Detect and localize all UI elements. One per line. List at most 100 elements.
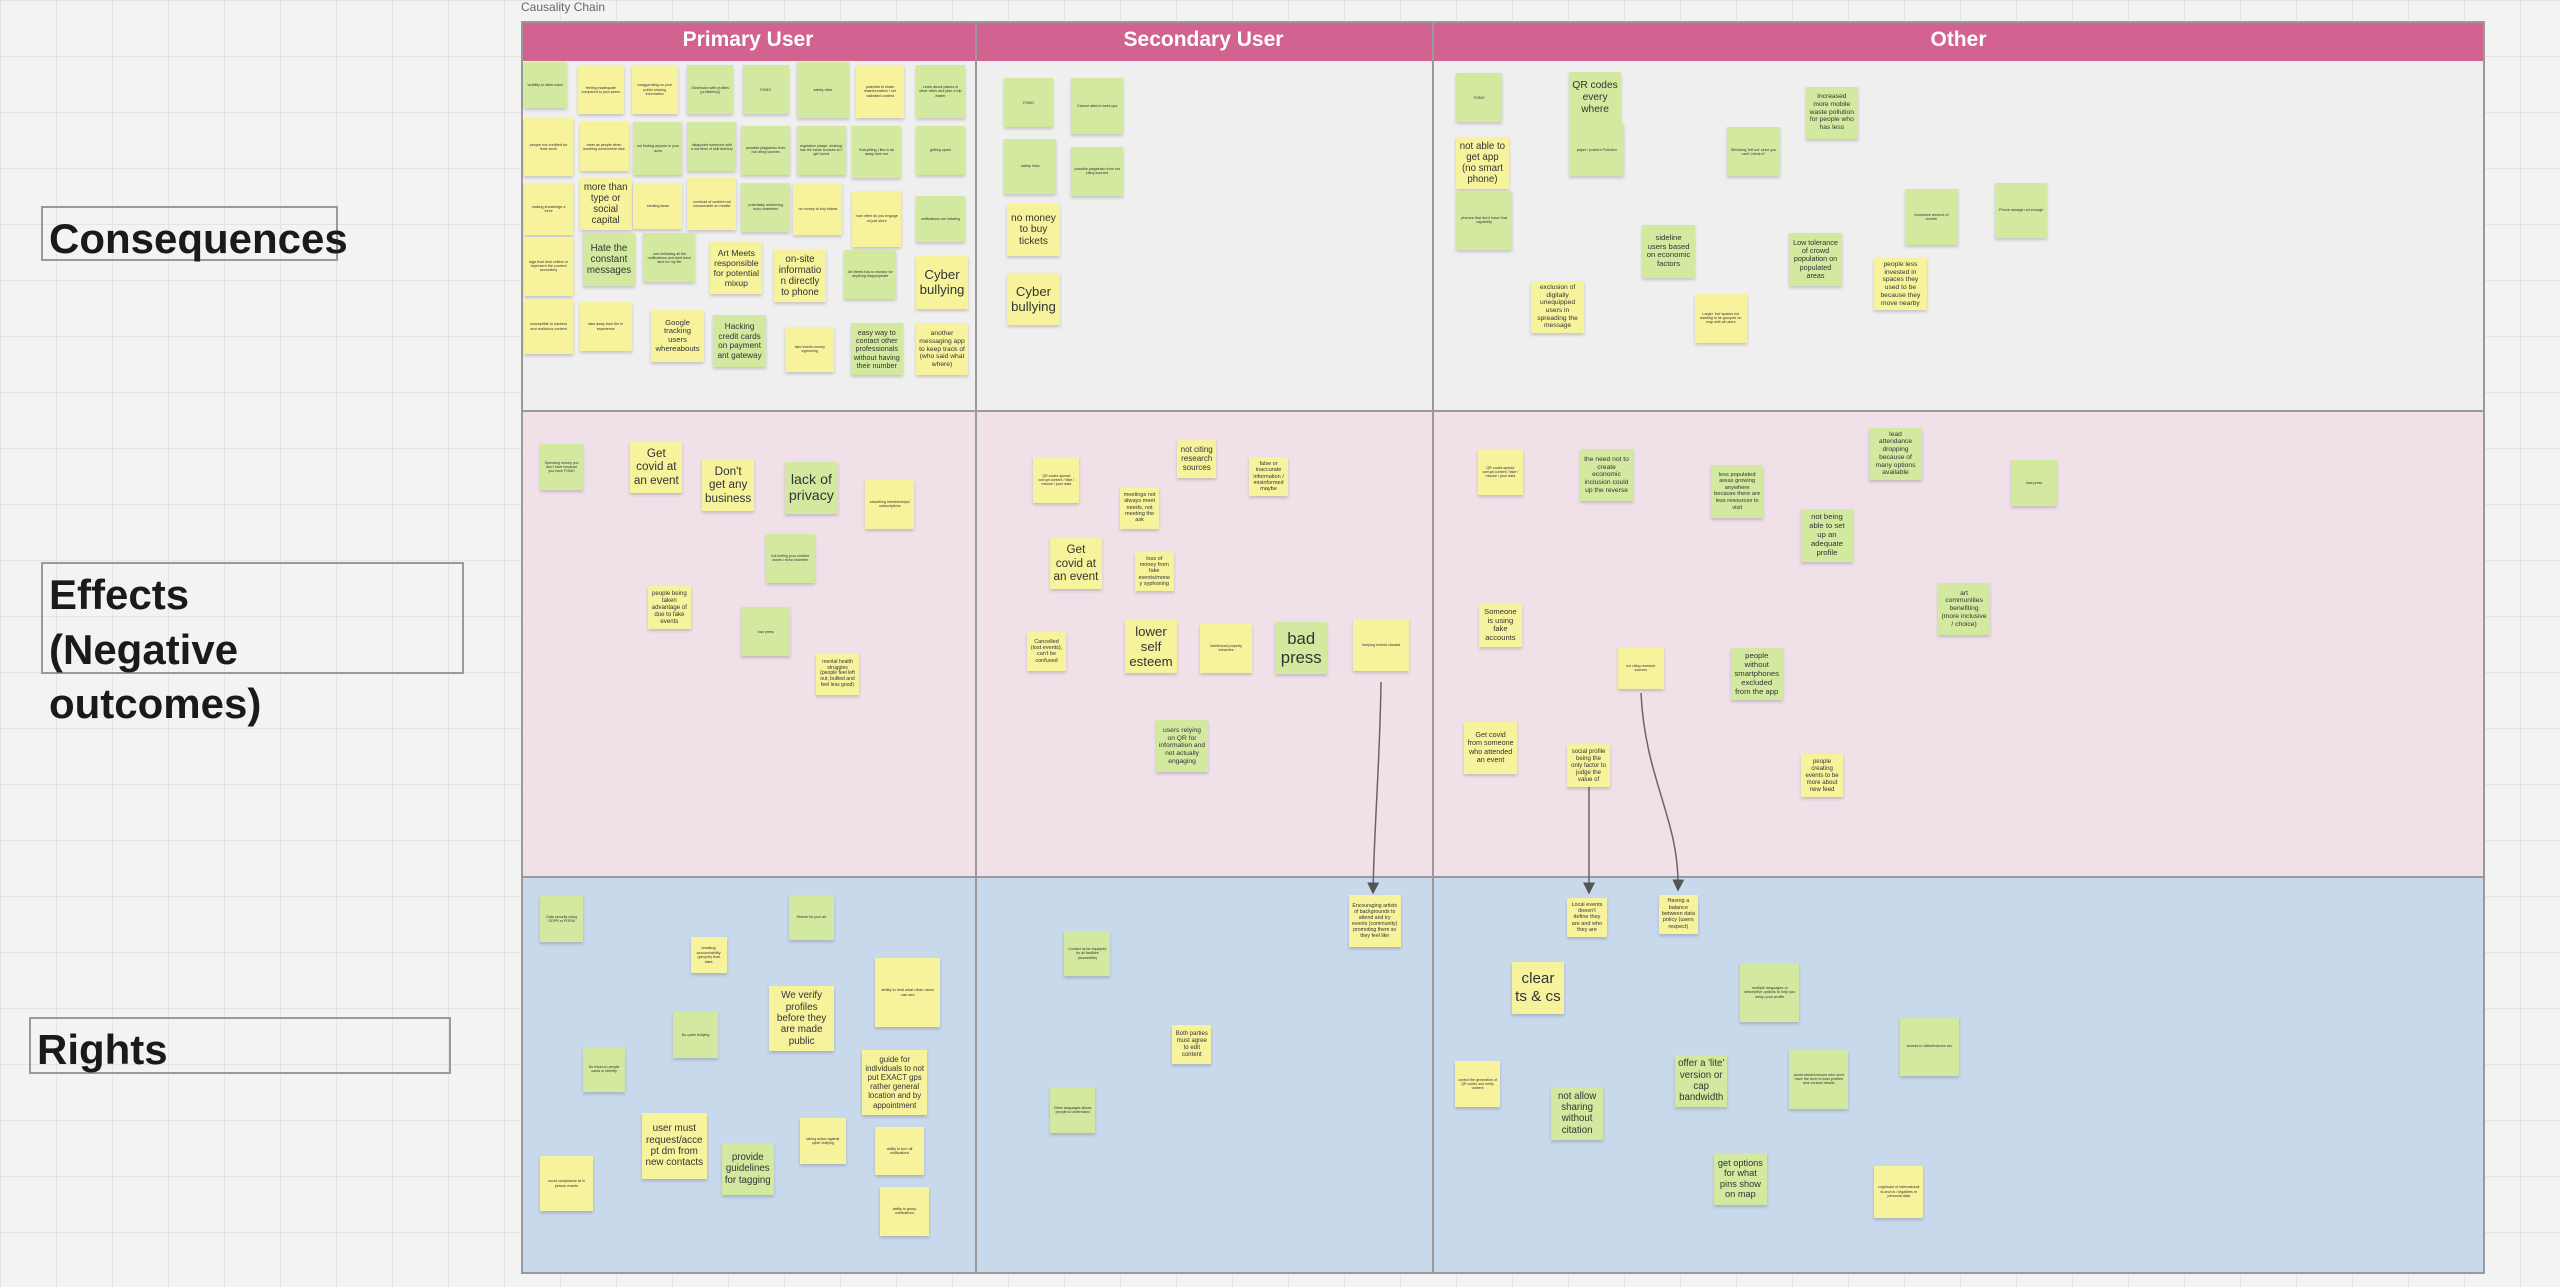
- sticky-note[interactable]: Having a balance between data policy (us…: [1658, 894, 1698, 934]
- sticky-note[interactable]: Someone is using fake accounts: [1479, 604, 1522, 647]
- sticky-note[interactable]: more than type or social capital: [579, 177, 632, 231]
- sticky-note[interactable]: users relying on QR for information and …: [1155, 720, 1209, 773]
- sticky-note[interactable]: No fraud on people cards or identity: [582, 1046, 626, 1093]
- sticky-note[interactable]: control the generation of QR codes and v…: [1454, 1061, 1501, 1107]
- sticky-note[interactable]: not being able to set up an adequate pro…: [1800, 509, 1854, 562]
- sticky-note[interactable]: Obsession with profiles (proficiency): [687, 65, 734, 115]
- sticky-note[interactable]: false or inaccurate information / misinf…: [1248, 457, 1289, 497]
- sticky-note[interactable]: Shame for your art: [788, 894, 835, 941]
- sticky-note[interactable]: Cannot attend meet-ups: [1071, 78, 1124, 134]
- sticky-note[interactable]: FOMO: [1004, 78, 1054, 128]
- sticky-note[interactable]: safety risks: [796, 62, 849, 118]
- sticky-note[interactable]: not finding anyone in your area: [633, 122, 683, 175]
- sticky-note[interactable]: get options for what pins show on map: [1714, 1152, 1767, 1205]
- sticky-note[interactable]: Both parties must agree to edit content: [1172, 1025, 1212, 1065]
- sticky-note[interactable]: Contact us be equipped for all facilitie…: [1064, 930, 1111, 977]
- sticky-note[interactable]: Cyber bullying: [1007, 272, 1060, 325]
- sticky-note[interactable]: easy way to contact other professionals …: [850, 323, 903, 376]
- sticky-note[interactable]: cancelling memberships/ subscriptions: [865, 480, 915, 529]
- sticky-note[interactable]: art communities benefiting (more inclusi…: [1937, 582, 1991, 636]
- sticky-note[interactable]: Phone storage not enough: [1995, 182, 2048, 239]
- sticky-note[interactable]: provide guidelines for tagging: [721, 1142, 774, 1196]
- sticky-note[interactable]: ability to turn off notifications: [875, 1126, 925, 1176]
- sticky-note[interactable]: meetings not always meet needs, not meet…: [1120, 486, 1160, 529]
- sticky-note[interactable]: lead attendance dropping because of many…: [1869, 427, 1922, 480]
- sticky-note[interactable]: disappoint someone with a low level of s…: [687, 122, 737, 172]
- sticky-note[interactable]: not citing research sources: [1617, 646, 1664, 689]
- sticky-note[interactable]: taking action against cyber bullying: [800, 1118, 846, 1165]
- sticky-note[interactable]: paper / posters Pollution: [1568, 124, 1625, 177]
- sticky-note[interactable]: bad press: [741, 607, 791, 657]
- sticky-note[interactable]: guide for individuals to not put EXACT g…: [862, 1049, 928, 1116]
- sticky-note[interactable]: Low tolerance of crowd population on pop…: [1789, 233, 1842, 286]
- sticky-note[interactable]: No cyber bullying: [672, 1012, 719, 1058]
- sticky-note[interactable]: possible plagiarism from not citing sour…: [741, 125, 791, 175]
- sticky-note[interactable]: excessive amount of events: [1905, 189, 1958, 245]
- sticky-note[interactable]: loss of money from fake events/money syp…: [1134, 551, 1174, 591]
- sticky-note[interactable]: We verify profiles before they are made …: [768, 986, 835, 1052]
- sticky-note[interactable]: Encouraging artists of backgrounds to at…: [1348, 894, 1401, 947]
- sticky-note[interactable]: FOMO: [1456, 73, 1503, 123]
- sticky-note[interactable]: on-site information directly to phone: [773, 249, 827, 303]
- sticky-note[interactable]: bad press: [2011, 460, 2058, 507]
- sticky-note[interactable]: Art Meets has to monitor for anything in…: [844, 249, 897, 299]
- sticky-note[interactable]: QR codes every where: [1568, 71, 1622, 125]
- sticky-note[interactable]: access to talks/lectures etc.: [1900, 1017, 1960, 1076]
- sticky-note[interactable]: not able to get app (no smart phone): [1456, 137, 1509, 190]
- sticky-note[interactable]: possible plagiarism from not citing sour…: [1071, 146, 1124, 196]
- sticky-note[interactable]: people creating events to be more about …: [1800, 754, 1844, 797]
- sticky-note[interactable]: take away from the irl experience: [579, 302, 632, 351]
- sticky-note[interactable]: getting spam: [915, 125, 965, 175]
- sticky-note[interactable]: bad press: [1275, 622, 1328, 675]
- sticky-note[interactable]: overload of content not consumable on mo…: [687, 177, 737, 231]
- sticky-note[interactable]: not exiting your comfort zones / echo ch…: [765, 533, 815, 583]
- sticky-note[interactable]: fake events money syphoning: [785, 326, 835, 373]
- sticky-note[interactable]: Other languages allows people to underst…: [1049, 1087, 1096, 1134]
- sticky-note[interactable]: lack of privacy: [785, 462, 838, 515]
- sticky-note[interactable]: people being taken advantage of due to f…: [648, 586, 691, 629]
- sticky-note[interactable]: mental health struggles (people feel lef…: [816, 653, 859, 696]
- sticky-note[interactable]: Data security using GDPR or POPIA: [540, 896, 583, 943]
- sticky-note[interactable]: making knowledge a force: [524, 182, 574, 236]
- sticky-note[interactable]: Learn about places in other cities and p…: [915, 65, 965, 118]
- sticky-note[interactable]: Get covid at an event: [630, 440, 683, 494]
- sticky-note[interactable]: potentially reinforcing echo chambers: [741, 182, 791, 232]
- sticky-note[interactable]: exaggerating on your public-sharing info…: [631, 65, 678, 115]
- sticky-note[interactable]: lower self esteem: [1124, 620, 1178, 673]
- sticky-note[interactable]: intellectual property breaches: [1200, 623, 1253, 673]
- sticky-note[interactable]: ability to group notifications: [880, 1186, 929, 1236]
- sticky-note[interactable]: Still being 'left out' since you can't '…: [1727, 127, 1780, 177]
- sticky-note[interactable]: Local events doesn't define they are and…: [1567, 897, 1607, 938]
- sticky-note[interactable]: susceptible to hackers and malicious con…: [524, 298, 574, 355]
- sticky-note[interactable]: another messaging app to keep track of (…: [915, 323, 969, 376]
- sticky-note[interactable]: cognisant of international ts and cs / l…: [1874, 1165, 1924, 1218]
- sticky-note[interactable]: ability to limit what other users can se…: [875, 958, 941, 1027]
- sticky-note[interactable]: offer a 'lite' version or cap bandwidth: [1675, 1054, 1728, 1107]
- sticky-note[interactable]: covid compliance at in person events: [540, 1155, 593, 1212]
- sticky-note[interactable]: Cyber bullying: [915, 256, 969, 309]
- sticky-note[interactable]: not allow sharing without citation: [1551, 1087, 1604, 1140]
- sticky-note[interactable]: Spending money you don't have because yo…: [540, 444, 583, 490]
- sticky-note[interactable]: Cancelled (lost events), can't be confus…: [1026, 631, 1067, 671]
- sticky-note[interactable]: social profile being the only factor to …: [1567, 744, 1610, 787]
- sticky-note[interactable]: Get covid at an event: [1049, 537, 1103, 590]
- sticky-note[interactable]: people without smartphones excluded from…: [1730, 648, 1783, 701]
- sticky-note[interactable]: Everything I like is far away from me: [852, 125, 902, 178]
- sticky-note[interactable]: meet as people when traveling somewhere …: [579, 122, 629, 172]
- sticky-note[interactable]: Google tracking users whereabouts: [651, 310, 704, 363]
- sticky-note[interactable]: notifications are irritating: [915, 195, 965, 242]
- sticky-note[interactable]: less populated areas growing anywhere be…: [1711, 465, 1764, 518]
- sticky-note[interactable]: over-following all the notifications and…: [643, 233, 696, 283]
- sticky-note[interactable]: how often do you engage vs just store: [852, 191, 902, 247]
- sticky-note[interactable]: Hate the constant messages: [582, 233, 636, 286]
- sticky-note[interactable]: safety risks: [1004, 138, 1057, 195]
- sticky-note[interactable]: not citing research sources: [1177, 439, 1217, 479]
- sticky-note[interactable]: Hacking credit cards on payment ant gate…: [713, 315, 766, 368]
- sticky-note[interactable]: Larger 'hot' spaces not wanting to be gr…: [1694, 293, 1747, 343]
- sticky-note[interactable]: exclusion of digitally unequipped users …: [1531, 280, 1584, 334]
- sticky-note[interactable]: user must request/accept dm from new con…: [641, 1113, 707, 1179]
- sticky-note[interactable]: visibility to other users: [524, 62, 567, 108]
- sticky-note[interactable]: stealing ideas: [633, 182, 683, 229]
- sticky-note[interactable]: no money to buy tickets: [1007, 204, 1060, 257]
- sticky-note[interactable]: tags that dont reflect or represent the …: [524, 236, 574, 296]
